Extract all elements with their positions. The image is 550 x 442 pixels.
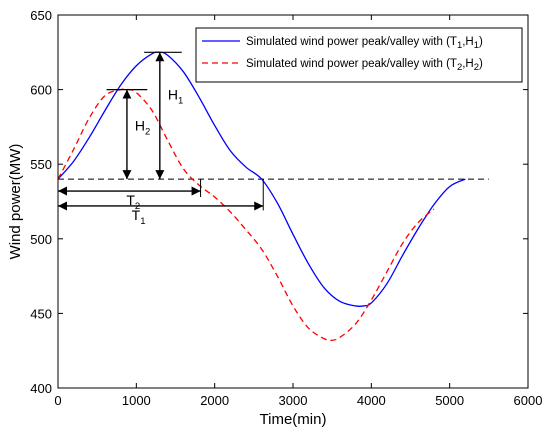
legend-box <box>195 27 523 83</box>
x-tick-label: 3000 <box>279 393 308 408</box>
x-tick-label: 0 <box>54 393 61 408</box>
legend-text-main: Simulated wind power peak/valley with (T <box>246 36 457 48</box>
legend-text-sub1: 2 <box>457 62 462 73</box>
y-tick-label: 450 <box>30 306 52 321</box>
y-tick-label: 650 <box>30 8 52 23</box>
h1-label: H1 <box>168 87 183 107</box>
x-tick-label: 4000 <box>357 393 386 408</box>
legend-text-main: Simulated wind power peak/valley with (T <box>246 58 457 70</box>
legend-text-sub2: 2 <box>474 62 479 73</box>
legend-text-end: ) <box>479 58 483 70</box>
axes-layer: 0 1000 2000 3000 4000 5000 6000 400 450 500 550 600… <box>7 8 542 428</box>
legend-text-mid: ,H <box>462 58 474 70</box>
y-tick-label: 500 <box>30 232 52 247</box>
x-tick-label: 5000 <box>435 393 464 408</box>
h1-label-main: H <box>168 87 178 103</box>
x-tick-label: 1000 <box>122 393 151 408</box>
x-tick-label: 6000 <box>514 393 543 408</box>
x-axis-label: Time(min) <box>260 411 327 428</box>
legend: Simulated wind power peak/valley with (T… <box>195 27 523 83</box>
h1-label-sub: 1 <box>178 96 183 107</box>
t1-label: T1 <box>132 207 146 227</box>
h2-label: H2 <box>135 117 150 137</box>
h2-label-sub: 2 <box>145 126 150 137</box>
plot-layer: H1H2T2T1 <box>57 51 489 342</box>
legend-text-mid: ,H <box>462 36 474 48</box>
y-axis-label: Wind power(MW) <box>7 144 24 260</box>
h2-label-main: H <box>135 117 145 133</box>
t1-label-main: T <box>132 207 141 223</box>
legend-text-sub2: 1 <box>474 40 479 51</box>
t2-label-main: T <box>126 192 135 208</box>
x-tick-label: 2000 <box>200 393 229 408</box>
t1-label-sub: 1 <box>140 216 145 227</box>
y-tick-label: 400 <box>30 381 52 396</box>
y-tick-label: 550 <box>30 157 52 172</box>
y-tick-label: 600 <box>30 83 52 98</box>
legend-entry-1: Simulated wind power peak/valley with (T… <box>246 36 483 51</box>
legend-text-end: ) <box>479 36 483 48</box>
legend-text-sub1: 1 <box>457 40 462 51</box>
legend-entry-2: Simulated wind power peak/valley with (T… <box>246 58 483 73</box>
series-line-1 <box>57 51 466 308</box>
